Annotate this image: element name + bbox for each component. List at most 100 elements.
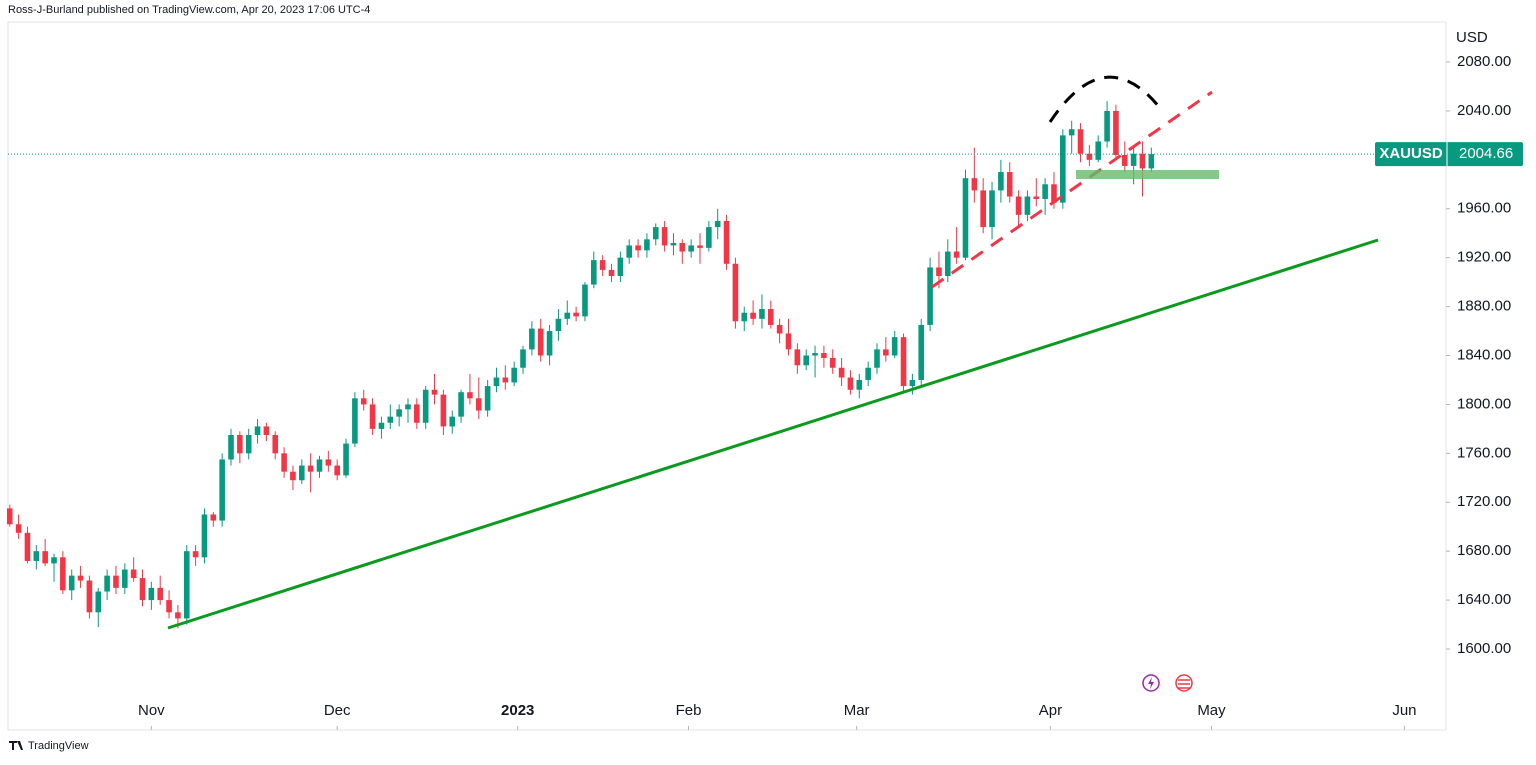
- dashed-trendline: [931, 90, 1213, 289]
- candle-body: [422, 389, 429, 423]
- x-tick-label: Nov: [138, 702, 165, 719]
- event-icon-glyph: [1148, 677, 1154, 689]
- candle-body: [343, 443, 349, 476]
- candle-body: [24, 532, 31, 561]
- candle-body: [360, 398, 367, 405]
- candle-body: [537, 328, 544, 356]
- candle-body: [281, 453, 287, 472]
- candle-body: [865, 367, 871, 380]
- candle-body: [856, 379, 863, 390]
- candle-body: [139, 578, 146, 601]
- candle-body: [352, 398, 358, 444]
- candle-body: [1006, 172, 1013, 197]
- candle-body: [51, 557, 57, 564]
- candle-body: [697, 245, 703, 248]
- candle-body: [732, 263, 739, 322]
- candle-body: [95, 591, 102, 613]
- candle-body: [661, 227, 668, 246]
- candle-body: [77, 575, 84, 581]
- candle-body: [467, 392, 473, 399]
- candle-body: [635, 245, 641, 251]
- candle-body: [936, 267, 942, 277]
- candle-body: [555, 318, 562, 332]
- candle-body: [15, 524, 22, 533]
- candle-body: [378, 422, 385, 429]
- candle-body: [86, 580, 93, 613]
- candle-body: [1068, 129, 1075, 136]
- candle-body: [980, 190, 986, 228]
- flag-icon[interactable]: [1175, 674, 1193, 692]
- y-tick-label: 1600.00: [1457, 640, 1511, 657]
- candle-body: [520, 349, 526, 368]
- candle-body: [210, 514, 217, 521]
- candle-body: [599, 260, 606, 270]
- y-tick-label: 1880.00: [1457, 298, 1511, 315]
- candle-body: [529, 328, 535, 350]
- candle-body: [582, 284, 588, 317]
- y-tick-label: 1960.00: [1457, 200, 1511, 217]
- candle-body: [334, 465, 340, 476]
- symbol-label: XAUUSD: [1379, 145, 1443, 162]
- candle-body: [1042, 184, 1048, 199]
- candle-body: [989, 190, 995, 228]
- candle-body: [759, 309, 765, 319]
- x-tick-label: May: [1197, 702, 1226, 719]
- candle-body: [626, 245, 633, 258]
- candle-body: [166, 600, 172, 613]
- candle-body: [369, 404, 376, 429]
- candle-body: [1113, 110, 1119, 155]
- candle-body: [192, 551, 199, 558]
- candle-body: [944, 251, 951, 277]
- candle-body: [652, 227, 659, 240]
- candle-body: [449, 416, 456, 427]
- candle-body: [1024, 196, 1031, 215]
- candle-body: [1060, 135, 1066, 203]
- support-zone: [1076, 170, 1219, 179]
- candle-body: [1104, 110, 1110, 142]
- candle-body: [431, 389, 438, 395]
- candle-body: [812, 353, 818, 356]
- candle-body: [458, 392, 464, 417]
- candle-body: [918, 324, 925, 380]
- candle-body: [440, 394, 447, 427]
- x-tick-label: Apr: [1039, 702, 1062, 719]
- candle-body: [42, 551, 48, 564]
- candle-body: [263, 426, 270, 435]
- y-tick-label: 2080.00: [1457, 53, 1511, 70]
- candle-body: [68, 575, 75, 591]
- x-tick-label: Mar: [844, 702, 870, 719]
- candle-body: [219, 459, 225, 521]
- footer-brand: TradingView: [28, 740, 89, 752]
- candle-body: [1015, 196, 1022, 215]
- candle-body: [962, 178, 969, 258]
- candle-body: [776, 324, 783, 334]
- candle-body: [909, 379, 916, 387]
- candle-body: [998, 172, 1004, 191]
- candle-body: [1130, 153, 1137, 166]
- candle-body: [564, 312, 571, 319]
- candle-body: [33, 551, 40, 561]
- candle-body: [670, 242, 677, 246]
- candle-body: [387, 416, 394, 423]
- candle-body: [591, 260, 597, 285]
- x-tick-label: Feb: [676, 702, 702, 719]
- candle-body: [475, 398, 482, 411]
- y-tick-label: 1640.00: [1457, 591, 1511, 608]
- candle-body: [405, 404, 411, 410]
- candle-body: [396, 409, 402, 417]
- candle-body: [900, 337, 907, 387]
- x-tick-label: Jun: [1392, 702, 1416, 719]
- y-tick-label: 2040.00: [1457, 102, 1511, 119]
- candle-body: [891, 337, 898, 356]
- candle-body: [1148, 154, 1155, 169]
- y-tick-label: 1760.00: [1457, 444, 1511, 461]
- candle-body: [290, 471, 296, 481]
- candle-body: [254, 426, 261, 435]
- candle-body: [617, 257, 624, 277]
- candle-body: [1051, 184, 1057, 203]
- candle-body: [1086, 153, 1093, 160]
- candle-body: [847, 377, 854, 390]
- y-tick-label: 1920.00: [1457, 249, 1511, 266]
